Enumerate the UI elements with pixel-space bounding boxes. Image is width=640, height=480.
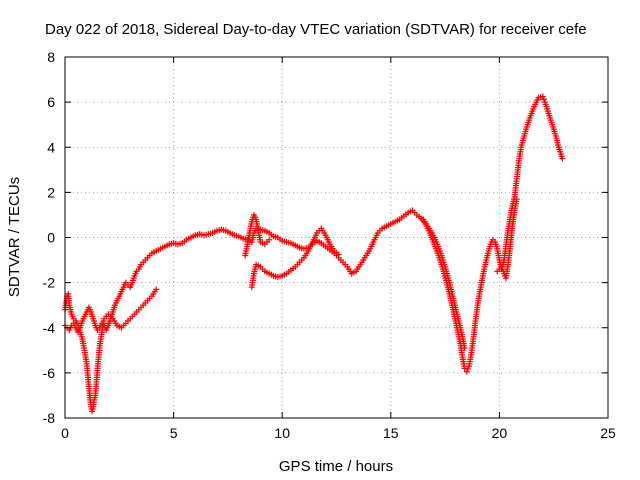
y-tick-label: 6 <box>47 94 55 110</box>
data-point <box>335 251 342 258</box>
y-axis-title: SDTVAR / TECUs <box>6 177 23 297</box>
data-point <box>461 345 468 352</box>
y-tick-label: -2 <box>43 275 56 291</box>
chart-title: Day 022 of 2018, Sidereal Day-to-day VTE… <box>45 21 587 38</box>
x-tick-label: 10 <box>274 425 290 441</box>
x-tick-label: 25 <box>600 425 616 441</box>
data-point <box>153 286 160 293</box>
y-tick-label: -6 <box>43 365 56 381</box>
data-point <box>559 155 566 162</box>
y-tick-label: -4 <box>43 320 56 336</box>
y-tick-label: 8 <box>47 49 55 65</box>
x-tick-label: 15 <box>383 425 399 441</box>
data-point <box>513 196 520 203</box>
data-point <box>266 236 273 243</box>
data-point <box>539 93 546 100</box>
y-tick-label: -8 <box>43 410 56 426</box>
y-tick-label: 0 <box>47 230 55 246</box>
x-tick-label: 0 <box>61 425 69 441</box>
x-tick-label: 20 <box>492 425 508 441</box>
plot-frame <box>64 56 609 419</box>
y-tick-label: 2 <box>47 184 55 200</box>
data-point <box>463 368 470 375</box>
x-tick-label: 5 <box>170 425 178 441</box>
axes: 0 5 10 15 20 25 -8 -6 -4 -2 0 2 4 6 8 <box>43 49 616 441</box>
data-point <box>540 96 547 103</box>
grid <box>65 57 608 418</box>
y-tick-label: 4 <box>47 139 55 155</box>
data-markers <box>62 93 566 415</box>
x-axis-title: GPS time / hours <box>279 458 393 475</box>
data-point <box>464 365 471 372</box>
